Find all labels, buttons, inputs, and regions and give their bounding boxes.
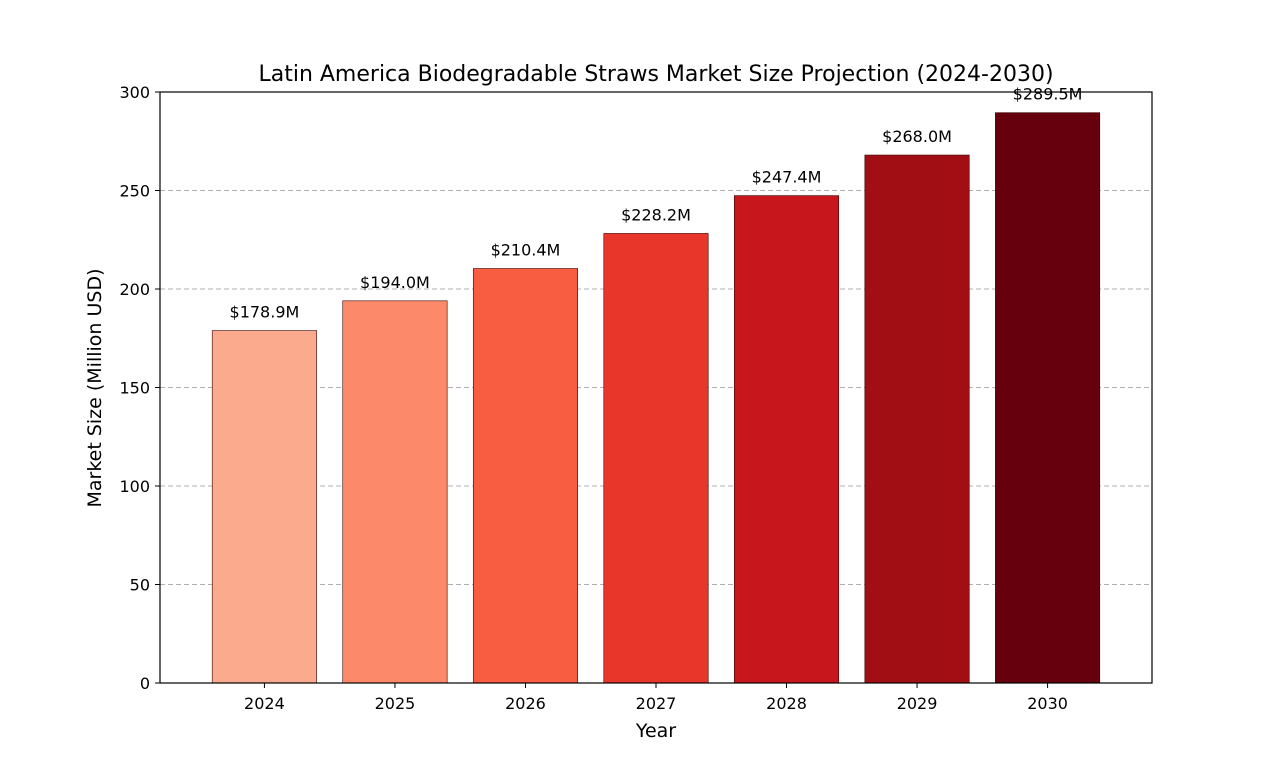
bar-2028 <box>734 195 840 684</box>
bar-2029 <box>864 154 970 684</box>
y-axis-label: Market Size (Million USD) <box>84 268 106 507</box>
data-label-2027: $228.2M <box>621 205 691 224</box>
bar-2026 <box>472 268 578 684</box>
x-tick-label: 2025 <box>375 694 416 713</box>
chart-title: Latin America Biodegradable Straws Marke… <box>258 62 1053 87</box>
y-tick-label: 150 <box>119 379 150 398</box>
bars <box>211 112 1101 684</box>
x-tick-label: 2029 <box>897 694 938 713</box>
x-tick-label: 2026 <box>505 694 546 713</box>
data-label-2029: $268.0M <box>882 127 952 146</box>
y-tick-label: 50 <box>130 576 150 595</box>
y-tick-label: 0 <box>140 674 150 693</box>
data-label-2025: $194.0M <box>360 273 430 292</box>
y-tick-label: 200 <box>119 280 150 299</box>
bar-2027 <box>603 233 709 684</box>
x-tick-label: 2024 <box>244 694 285 713</box>
bar-2030 <box>995 112 1101 684</box>
y-tick-label: 100 <box>119 477 150 496</box>
data-label-2024: $178.9M <box>230 303 300 322</box>
bar-2024 <box>211 330 317 684</box>
plot-frame <box>159 91 1153 684</box>
x-tick-label: 2027 <box>636 694 677 713</box>
x-axis-label: Year <box>635 720 676 742</box>
y-tick-label: 300 <box>119 83 150 102</box>
bar-2025 <box>342 300 448 684</box>
data-label-2028: $247.4M <box>752 168 822 187</box>
x-tick-label: 2028 <box>766 694 807 713</box>
data-label-2026: $210.4M <box>491 241 561 260</box>
data-labels: $178.9M $194.0M $210.4M $228.2M $247.4M $268.… <box>230 85 1083 322</box>
x-axis-ticks: 2024 2025 2026 2027 2028 2029 2030 <box>244 683 1068 713</box>
y-tick-label: 250 <box>119 182 150 201</box>
y-axis-ticks: 0 50 100 150 200 250 300 <box>119 83 160 693</box>
x-tick-label: 2030 <box>1027 694 1068 713</box>
data-label-2030: $289.5M <box>1013 85 1083 104</box>
